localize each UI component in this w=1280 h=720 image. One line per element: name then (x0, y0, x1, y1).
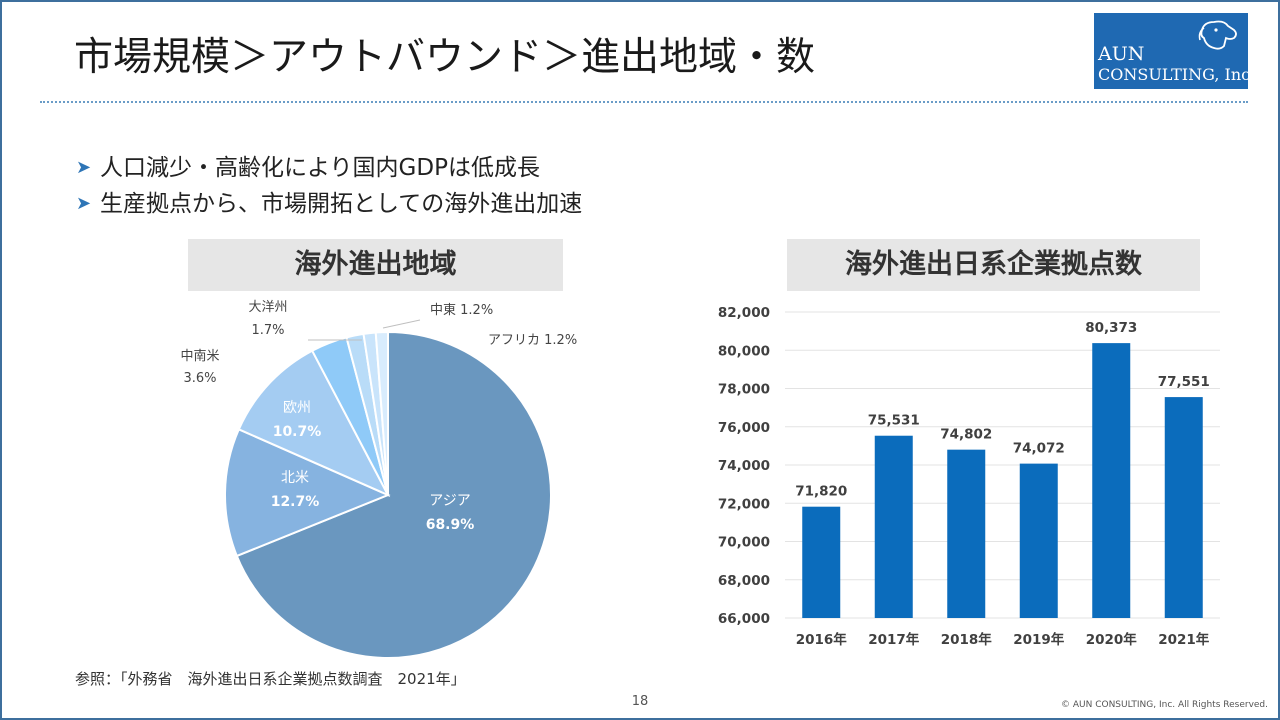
pie-category-label: 中南米 (180, 348, 219, 364)
pie-outside-label: 中東 1.2% (430, 302, 493, 318)
y-tick-label: 74,000 (718, 458, 770, 474)
y-tick-label: 82,000 (718, 305, 770, 321)
y-tick-label: 80,000 (718, 343, 770, 359)
pie-outside-label: アフリカ 1.2% (488, 333, 577, 348)
pie-leader-line (382, 319, 421, 329)
pie-category-label: 大洋州 (248, 300, 287, 315)
bar-value-label: 71,820 (795, 484, 847, 500)
pie-panel-title: 海外進出地域 (188, 239, 563, 291)
x-tick-label: 2019年 (1013, 631, 1065, 648)
y-tick-label: 68,000 (718, 573, 770, 589)
logo-text-consulting: CONSULTING, Inc. (1098, 65, 1256, 84)
bullet-list: ➤ 人口減少・高齢化により国内GDPは低成長 ➤ 生産拠点から、市場開拓としての… (76, 150, 582, 222)
title-divider (40, 101, 1248, 103)
logo-text-aun: AUN (1098, 43, 1145, 65)
bar-value-label: 80,373 (1085, 320, 1137, 336)
bar-value-label: 74,802 (940, 427, 992, 443)
bar (1019, 463, 1058, 618)
pie-value-label: 1.2% (460, 303, 493, 318)
bar (874, 435, 913, 618)
pie-slice (374, 330, 389, 496)
arrow-icon: ➤ (76, 157, 92, 178)
y-tick-label: 72,000 (718, 496, 770, 512)
copyright-text: © AUN CONSULTING, Inc. All Rights Reserv… (1061, 700, 1268, 710)
bullet-text: 生産拠点から、市場開拓としての海外進出加速 (100, 191, 583, 217)
source-footnote: 参照：「外務省 海外進出日系企業拠点数調査 2021年」 (75, 670, 466, 688)
x-tick-label: 2016年 (796, 631, 848, 648)
slide-title: 市場規模＞アウトバウンド＞進出地域・数 (74, 35, 816, 80)
x-tick-label: 2017年 (868, 631, 920, 648)
pie-category-label: 欧州 (283, 400, 311, 416)
bar-panel-title: 海外進出日系企業拠点数 (787, 239, 1200, 291)
y-tick-label: 76,000 (718, 420, 770, 436)
y-tick-label: 70,000 (718, 535, 770, 551)
dog-icon (1198, 20, 1237, 50)
bar-value-label: 74,072 (1013, 441, 1065, 457)
x-tick-label: 2020年 (1086, 631, 1138, 648)
pie-category-label: 北米 (281, 470, 309, 486)
bullet-item: ➤ 生産拠点から、市場開拓としての海外進出加速 (76, 186, 582, 222)
pie-value-label: 1.7% (251, 323, 284, 338)
x-tick-label: 2021年 (1158, 631, 1210, 648)
bar (1092, 343, 1131, 618)
pie-value-label: 3.6% (183, 371, 216, 386)
y-tick-label: 66,000 (718, 611, 770, 627)
pie-slice (224, 428, 391, 558)
bar-value-label: 77,551 (1158, 374, 1210, 390)
pie-value-label: 10.7% (273, 424, 322, 440)
pie-slice (237, 349, 391, 498)
bar (1164, 397, 1203, 618)
pie-slice (235, 330, 552, 659)
bullet-text: 人口減少・高齢化により国内GDPは低成長 (100, 155, 540, 181)
bar (802, 506, 841, 618)
company-logo: AUN CONSULTING, Inc. (1094, 13, 1255, 89)
bar-value-label: 75,531 (868, 413, 920, 429)
pie-value-label: 12.7% (271, 494, 320, 510)
x-tick-label: 2018年 (941, 631, 993, 648)
arrow-icon: ➤ (76, 193, 92, 214)
bullet-item: ➤ 人口減少・高齢化により国内GDPは低成長 (76, 150, 582, 186)
pie-value-label: 1.2% (544, 333, 577, 348)
pie-category-label: アジア (429, 493, 470, 509)
bar (947, 449, 986, 618)
page-number: 18 (631, 694, 649, 709)
region-pie-chart: アジア 68.9% 北米 12.7% 欧州 10.7% 中南米 3.6% 大洋州 1.7% 中東 1… (180, 300, 577, 659)
pie-category-label: アフリカ (488, 333, 544, 348)
bases-bar-chart: 66,000 68,000 70,000 72,000 74,000 76,000 78,0… (718, 305, 1220, 648)
pie-value-label: 68.9% (426, 517, 475, 533)
y-tick-label: 78,000 (718, 382, 770, 398)
pie-category-label: 中東 (430, 302, 460, 318)
